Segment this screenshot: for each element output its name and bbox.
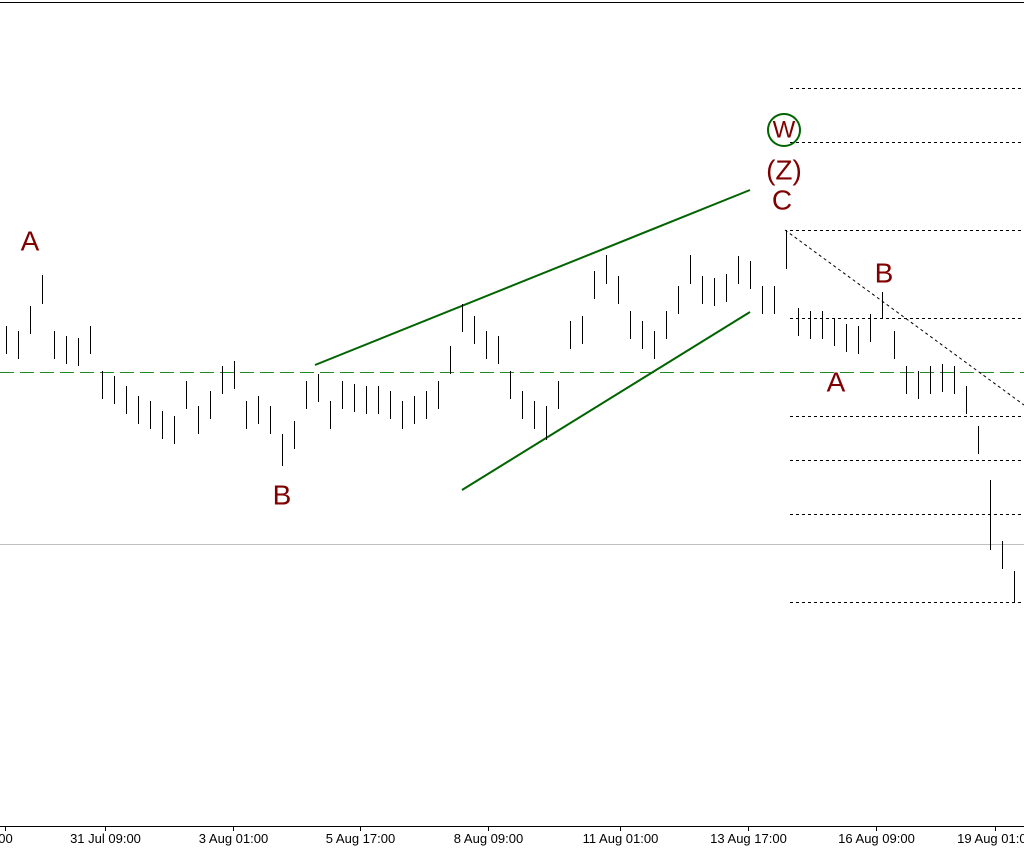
trend-line — [314, 189, 751, 366]
wave-label: A — [21, 225, 40, 256]
trend-line — [784, 229, 1024, 406]
x-tick-label: 19 Aug 01:00 — [957, 831, 1024, 846]
wave-label: (Z) — [766, 154, 802, 185]
x-tick-label: 5 Aug 17:00 — [326, 831, 395, 846]
x-tick-label: 8 Aug 09:00 — [454, 831, 523, 846]
x-tick-label: 31 Jul 09:00 — [70, 831, 141, 846]
x-tick-label: 00 — [0, 831, 13, 846]
wave-label: C — [772, 184, 792, 215]
wave-label: A — [827, 366, 846, 397]
fib-levels — [784, 88, 1024, 603]
x-axis-ticks: 00 31 Jul 09:00 3 Aug 01:00 5 Aug 17:00 8 Au… — [0, 826, 1024, 846]
wave-label: B — [875, 257, 894, 288]
x-tick-label: 16 Aug 09:00 — [838, 831, 915, 846]
x-tick-label: 3 Aug 01:00 — [199, 831, 268, 846]
bars — [6, 230, 1015, 602]
x-tick-label: 13 Aug 17:00 — [710, 831, 787, 846]
wave-label: W — [773, 116, 796, 143]
wave-labels: A B W (Z)C B A — [21, 116, 894, 510]
x-tick-label: 11 Aug 01:00 — [583, 831, 659, 846]
wave-label: B — [273, 479, 292, 510]
wave-circle — [767, 113, 801, 147]
trend-line — [461, 311, 751, 491]
